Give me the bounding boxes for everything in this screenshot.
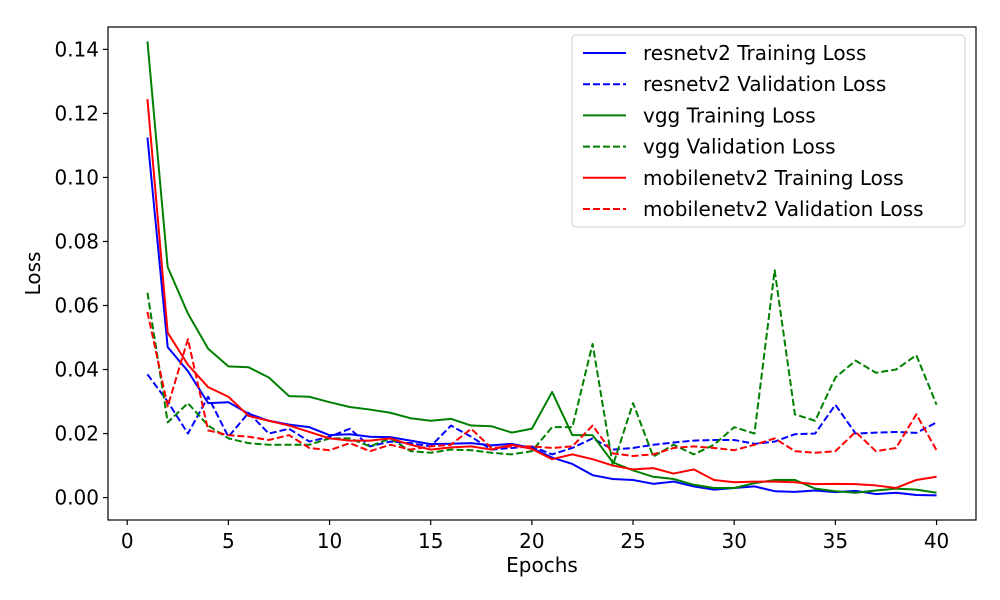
y-tick-label: 0.00 [54, 486, 99, 510]
y-tick-label: 0.14 [54, 37, 99, 61]
plot-frame [107, 26, 977, 521]
y-tick-label: 0.12 [54, 101, 99, 125]
x-tick-label: 25 [620, 529, 645, 553]
x-tick-label: 10 [317, 529, 342, 553]
legend-label-4: mobilenetv2 Training Loss [643, 166, 904, 190]
series-line-2 [146, 41, 937, 494]
legend-label-0: resnetv2 Training Loss [643, 41, 866, 65]
legend-label-5: mobilenetv2 Validation Loss [643, 197, 924, 221]
x-tick-label: 35 [823, 529, 848, 553]
y-tick-label: 0.08 [54, 229, 99, 253]
y-tick-label: 0.10 [54, 165, 99, 189]
series-layer [146, 41, 938, 497]
legend-label-3: vgg Validation Loss [643, 135, 836, 159]
x-tick-label: 40 [924, 529, 949, 553]
series-line-5 [146, 311, 938, 457]
x-tick-label: 30 [721, 529, 746, 553]
legend: resnetv2 Training Loss resnetv2 Validatio… [571, 34, 966, 228]
x-tick-label: 15 [418, 529, 443, 553]
y-tick-label: 0.02 [54, 422, 99, 446]
x-tick-label: 0 [121, 529, 134, 553]
series-line-1 [146, 373, 938, 456]
legend-box [571, 34, 966, 228]
x-tick-label: 20 [519, 529, 544, 553]
y-tick-label: 0.06 [54, 294, 99, 318]
x-tick-label: 5 [222, 529, 235, 553]
y-tick-label: 0.04 [54, 358, 99, 382]
series-line-4 [146, 98, 937, 489]
x-axis-label: Epochs [506, 553, 578, 577]
legend-label-2: vgg Training Loss [643, 103, 816, 127]
y-axis: 0.00 0.02 0.04 0.06 0.08 0.10 0.12 0.14 [54, 37, 108, 510]
series-line-3 [146, 269, 938, 467]
x-axis: 0 5 10 15 20 25 30 35 40 [121, 520, 949, 553]
legend-label-1: resnetv2 Validation Loss [643, 72, 886, 96]
y-axis-label: Loss [21, 252, 45, 296]
